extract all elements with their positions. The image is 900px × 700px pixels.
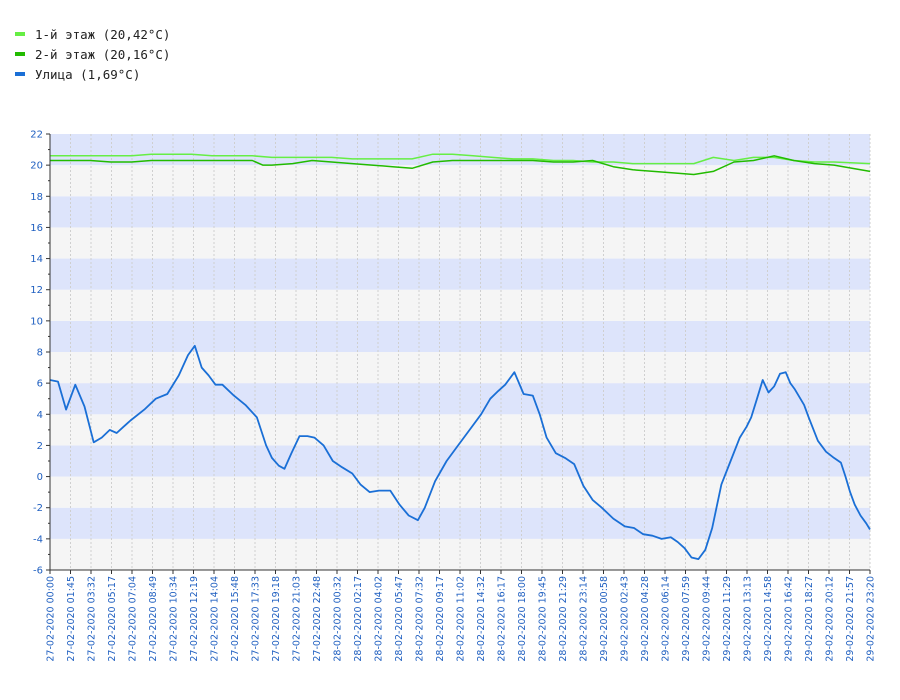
series-line-2 [49, 344, 871, 560]
x-tick-label: 27-02-2020 10:34 [169, 576, 180, 662]
x-axis-ticks: 27-02-2020 00:00 27-02-2020 01:45 27-02-20… [46, 570, 877, 662]
y-tick-label: 16 [30, 223, 43, 234]
x-tick-label: 28-02-2020 14:32 [476, 576, 487, 662]
x-tick-label: 27-02-2020 00:00 [46, 576, 57, 662]
legend-item: 2-й этаж (20,16°C) [15, 44, 170, 64]
x-tick-label: 28-02-2020 16:17 [497, 576, 508, 662]
x-tick-label: 28-02-2020 07:32 [415, 576, 426, 662]
legend-swatch [15, 52, 25, 56]
series-line-1 [50, 155, 871, 176]
x-tick-label: 27-02-2020 15:48 [230, 576, 241, 662]
x-tick-label: 28-02-2020 09:17 [435, 576, 446, 662]
y-tick-label: 0 [37, 472, 43, 483]
x-tick-label: 27-02-2020 07:04 [128, 576, 139, 662]
x-tick-label: 27-02-2020 22:48 [312, 576, 323, 662]
legend-swatch [15, 72, 25, 76]
legend-label: 2-й этаж (20,16°C) [35, 46, 171, 62]
x-tick-label: 27-02-2020 08:49 [148, 576, 159, 662]
x-tick-label: 29-02-2020 11:29 [722, 576, 733, 662]
legend-label: Улица (1,69°C) [35, 66, 141, 82]
x-tick-label: 28-02-2020 00:32 [333, 576, 344, 662]
x-tick-label: 29-02-2020 00:58 [599, 576, 610, 662]
x-tick-label: 28-02-2020 02:17 [353, 576, 364, 662]
x-tick-label: 28-02-2020 04:02 [374, 576, 385, 662]
y-tick-label: 8 [37, 348, 43, 359]
legend-item: 1-й этаж (20,42°C) [15, 24, 170, 44]
x-tick-label: 27-02-2020 21:03 [292, 576, 303, 662]
x-tick-label: 27-02-2020 17:33 [251, 576, 262, 662]
x-tick-label: 29-02-2020 14:58 [763, 576, 774, 662]
y-tick-label: -2 [33, 503, 43, 514]
y-axis-ticks: -6 -4 -2 0 2 4 6 8 10 12 14 16 18 20 22 [30, 130, 50, 577]
x-tick-label: 29-02-2020 23:20 [866, 576, 877, 662]
x-tick-label: 29-02-2020 20:12 [825, 576, 836, 662]
x-tick-label: 29-02-2020 09:44 [702, 576, 713, 662]
series-line-0 [50, 153, 871, 165]
x-tick-label: 28-02-2020 23:14 [579, 576, 590, 662]
x-tick-label: 29-02-2020 21:57 [845, 576, 856, 662]
y-tick-label: 14 [30, 254, 43, 265]
y-tick-label: 22 [30, 130, 43, 141]
legend-label: 1-й этаж (20,42°C) [35, 26, 171, 42]
x-tick-label: 28-02-2020 11:02 [456, 576, 467, 662]
x-tick-label: 29-02-2020 13:13 [743, 576, 754, 662]
legend-swatch [15, 32, 25, 36]
vertical-gridlines [49, 134, 871, 570]
x-tick-label: 27-02-2020 01:45 [66, 576, 77, 662]
y-tick-label: -6 [33, 566, 43, 577]
series-lines [49, 153, 871, 560]
chart-legend: 1-й этаж (20,42°C) 2-й этаж (20,16°C) Улиц… [15, 24, 170, 84]
y-tick-label: 12 [30, 285, 43, 296]
x-tick-label: 29-02-2020 16:42 [784, 576, 795, 662]
y-tick-label: 4 [37, 410, 43, 421]
x-tick-label: 29-02-2020 07:59 [681, 576, 692, 662]
x-tick-label: 28-02-2020 19:45 [538, 576, 549, 662]
x-tick-label: 27-02-2020 03:32 [87, 576, 98, 662]
x-tick-label: 28-02-2020 21:29 [558, 576, 569, 662]
y-tick-label: 18 [30, 192, 43, 203]
y-tick-label: 20 [30, 161, 43, 172]
x-tick-label: 28-02-2020 18:00 [517, 576, 528, 662]
legend-item: Улица (1,69°C) [15, 64, 170, 84]
y-tick-label: -4 [33, 534, 43, 545]
x-tick-label: 27-02-2020 14:04 [210, 576, 221, 662]
x-tick-label: 27-02-2020 05:17 [107, 576, 118, 662]
x-tick-label: 28-02-2020 05:47 [394, 576, 405, 662]
x-tick-label: 29-02-2020 02:43 [620, 576, 631, 662]
y-tick-label: 10 [30, 316, 43, 327]
x-tick-label: 27-02-2020 19:18 [271, 576, 282, 662]
y-tick-label: 2 [37, 441, 43, 452]
y-tick-label: 6 [37, 379, 43, 390]
x-tick-label: 29-02-2020 18:27 [804, 576, 815, 662]
x-tick-label: 29-02-2020 06:14 [661, 576, 672, 662]
x-tick-label: 27-02-2020 12:19 [189, 576, 200, 662]
x-tick-label: 29-02-2020 04:28 [640, 576, 651, 662]
